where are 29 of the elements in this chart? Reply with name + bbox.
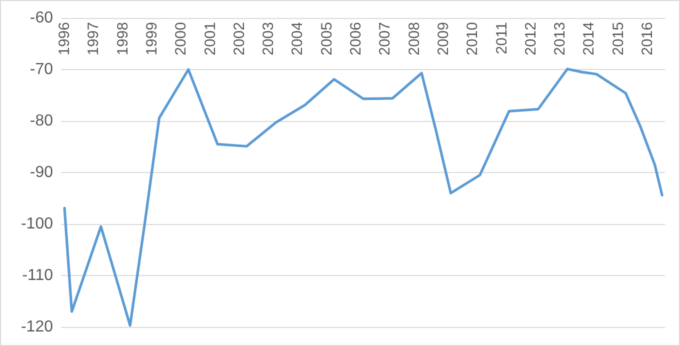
x-tick-label: 2000	[172, 22, 190, 56]
y-tick-label: -120	[20, 318, 54, 336]
x-tick-label: 2002	[230, 22, 248, 56]
x-tick-label: 2013	[552, 22, 569, 56]
y-tick-label: -70	[30, 61, 54, 78]
x-tick-label: 2015	[610, 22, 627, 56]
x-tick-label: 1997	[85, 22, 102, 56]
y-tick-label: -100	[20, 216, 54, 232]
y-tick-label: -60	[30, 10, 54, 26]
x-tick-label: 1998	[114, 22, 132, 56]
x-tick-label: 2010	[464, 22, 482, 56]
x-tick-label: 2007	[376, 22, 394, 56]
x-tick-label: 2016	[639, 22, 656, 56]
y-tick-label: -80	[30, 112, 54, 130]
y-tick-label: -90	[30, 164, 54, 181]
x-tick-label: 2011	[493, 22, 510, 54]
x-tick-label: 2014	[580, 22, 598, 56]
x-tick-label: 2009	[434, 22, 452, 56]
x-tick-label: 2008	[406, 22, 423, 56]
line-series	[63, 68, 664, 327]
x-tick-label: 2003	[260, 22, 278, 56]
x-tick-label: 1996	[56, 22, 73, 56]
x-tick-label: 2012	[522, 22, 540, 56]
x-tick-label: 1999	[143, 22, 160, 56]
x-tick-label: 2006	[348, 22, 365, 56]
x-tick-label: 2001	[202, 22, 219, 56]
x-tick-label: 2005	[318, 22, 336, 56]
y-tick-label: -110	[22, 267, 54, 284]
x-tick-label: 2004	[289, 22, 306, 56]
